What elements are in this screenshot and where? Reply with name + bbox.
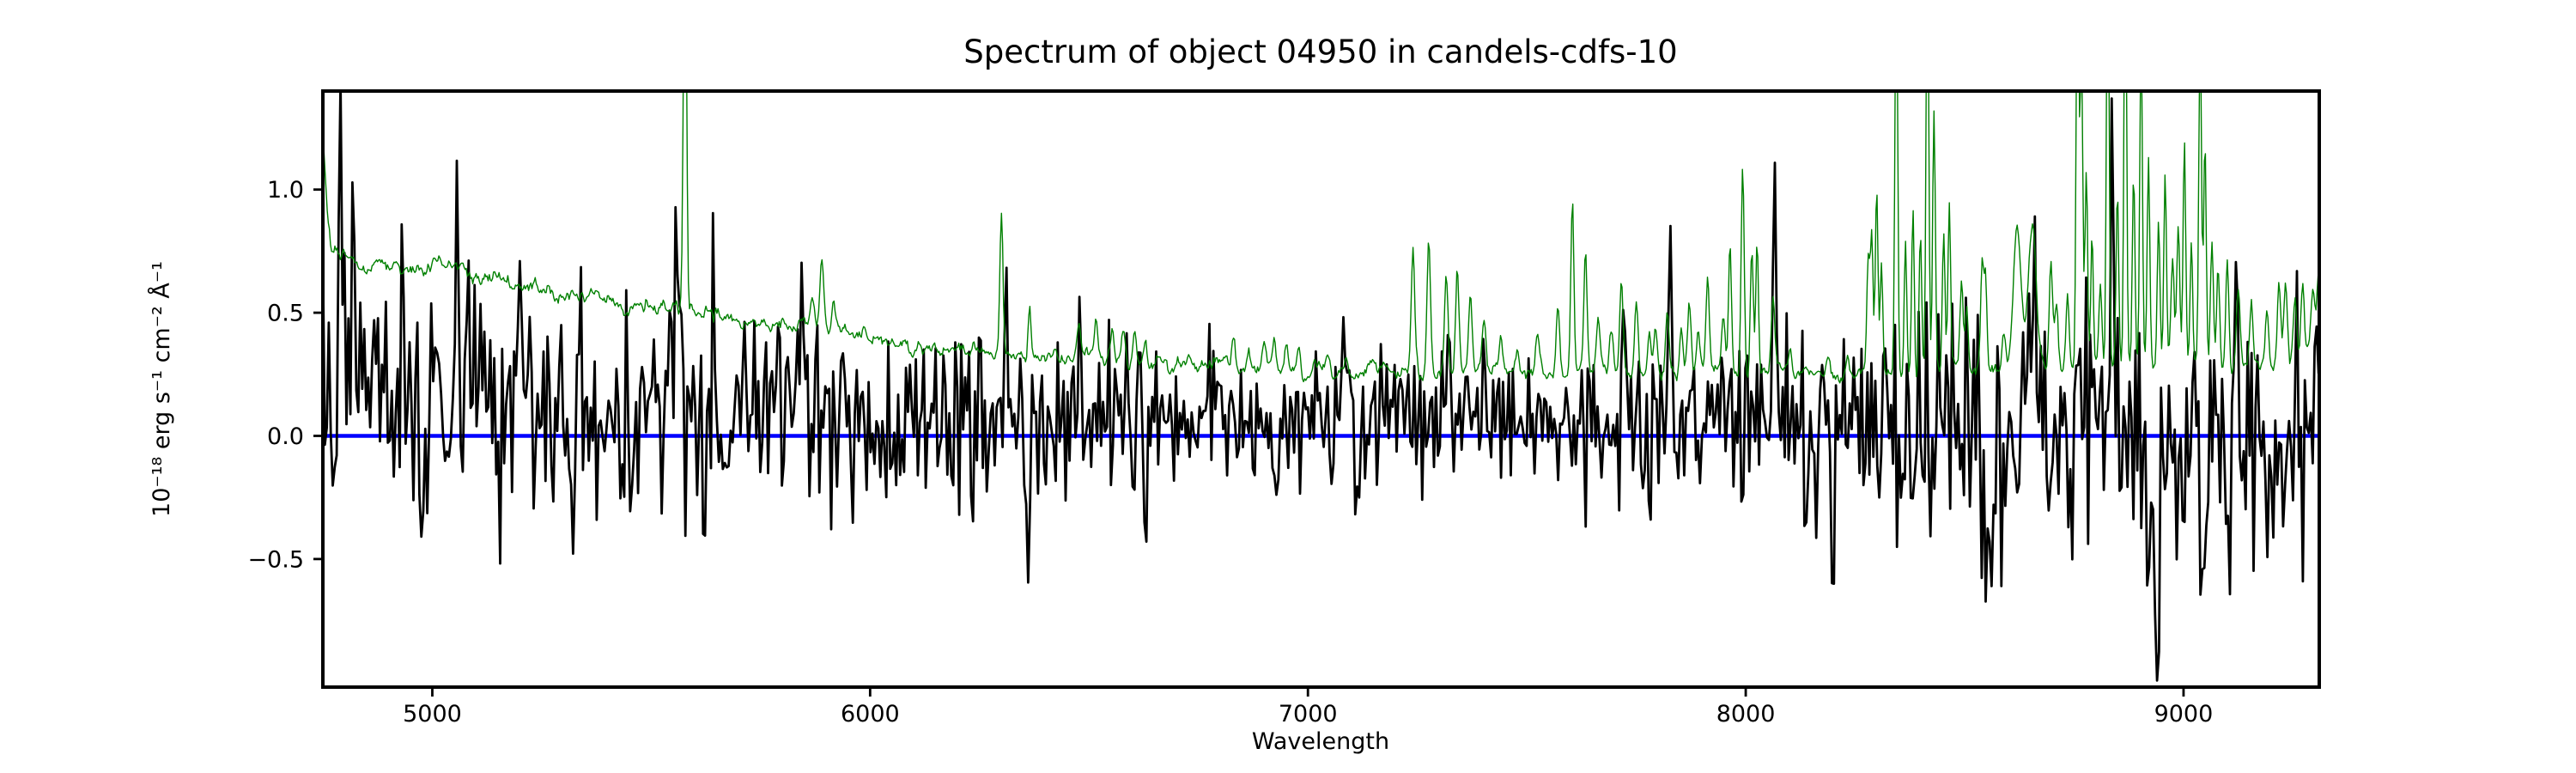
flux-spectrum-line [323,91,2319,682]
sky-spectrum-line [323,91,2319,384]
plot-area-background [323,91,2319,687]
y-axis-label: 10⁻¹⁸ erg s⁻¹ cm⁻² Å⁻¹ [148,261,175,517]
y-tick-label: 1.0 [267,177,304,204]
x-tick-label: 6000 [841,701,900,727]
series-group [323,91,2319,682]
x-axis-label: Wavelength [1252,728,1389,755]
x-tick-label: 7000 [1279,701,1338,727]
y-tick-label: 0.5 [267,301,304,327]
x-tick-label: 9000 [2154,701,2214,727]
plot-title: Spectrum of object 04950 in candels-cdfs… [963,33,1677,70]
y-tick-label: 0.0 [267,423,304,450]
axes-border [321,89,2321,689]
x-axis: 5000 6000 7000 8000 9000 [403,687,2213,727]
y-tick-label: −0.5 [247,546,304,573]
y-axis: 1.0 0.5 0.0 −0.5 [247,177,323,573]
x-tick-label: 5000 [403,701,462,727]
x-tick-label: 8000 [1716,701,1776,727]
